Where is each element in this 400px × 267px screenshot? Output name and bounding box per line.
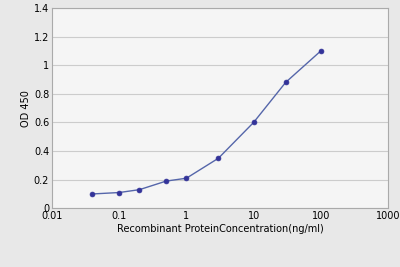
X-axis label: Recombinant ProteinConcentration(ng/ml): Recombinant ProteinConcentration(ng/ml)	[117, 224, 323, 234]
Y-axis label: OD 450: OD 450	[21, 90, 31, 127]
